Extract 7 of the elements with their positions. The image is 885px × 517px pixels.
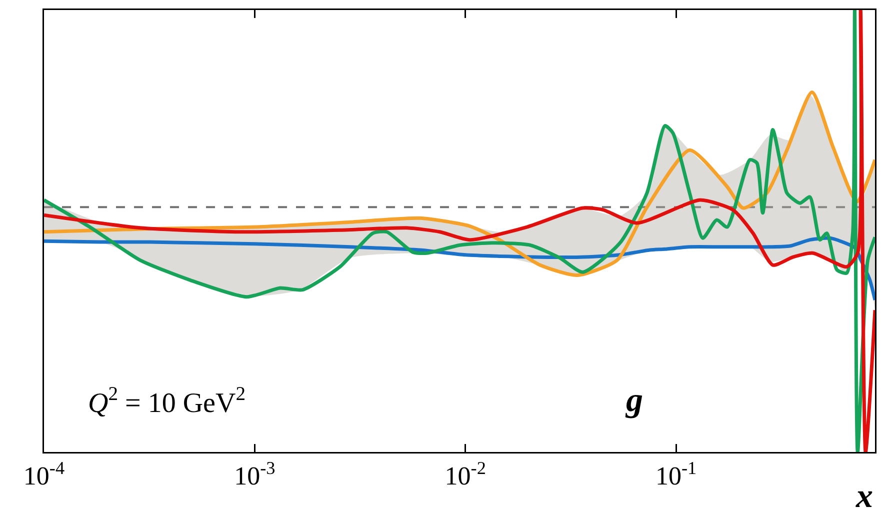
- x-axis-title: x: [855, 478, 873, 515]
- x-tick-label: 10$^{-3}$: [234, 458, 276, 491]
- annotation: Q$^{2}$ = 10 GeV$^{2}$: [88, 384, 246, 419]
- x-tick-label: 10$^{-1}$: [655, 458, 697, 491]
- x-tick-label: 10$^{-4}$: [23, 458, 65, 491]
- x-tick-label: 10$^{-2}$: [444, 458, 486, 491]
- annotation: g: [625, 382, 643, 419]
